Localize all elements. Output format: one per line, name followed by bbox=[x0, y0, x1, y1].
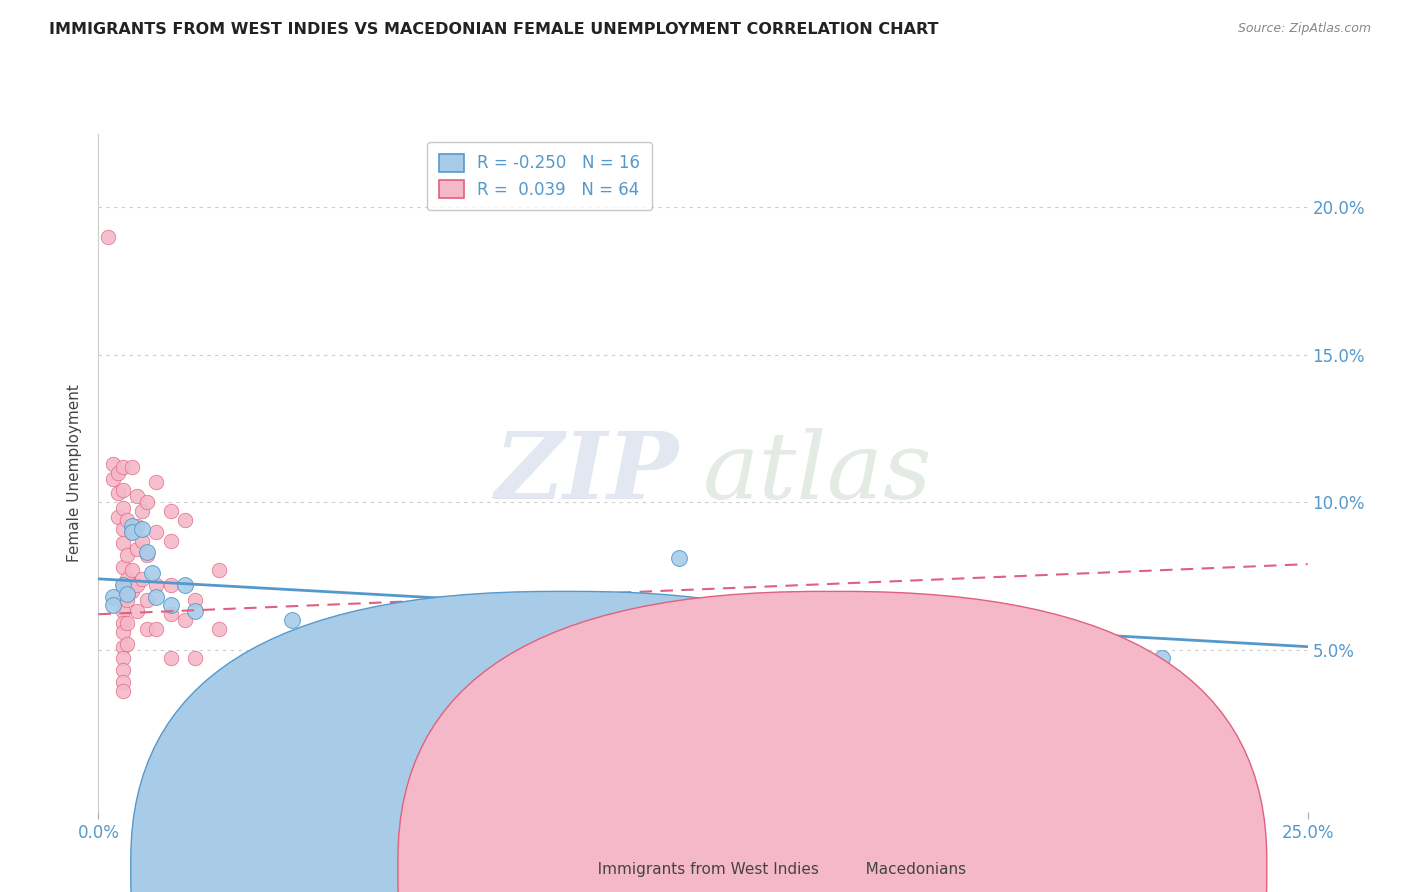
Point bbox=[101, 599, 124, 613]
Point bbox=[141, 566, 163, 580]
Point bbox=[174, 578, 197, 592]
Point bbox=[145, 578, 167, 592]
Point bbox=[101, 457, 124, 471]
Point bbox=[160, 533, 183, 548]
Point bbox=[111, 592, 134, 607]
Text: Source: ZipAtlas.com: Source: ZipAtlas.com bbox=[1237, 22, 1371, 36]
Point bbox=[145, 590, 167, 604]
Point bbox=[121, 524, 143, 539]
Point bbox=[174, 613, 197, 627]
Point bbox=[131, 572, 153, 586]
Point bbox=[111, 604, 134, 618]
Point bbox=[127, 518, 149, 533]
Text: ZIP: ZIP bbox=[495, 428, 679, 517]
Point bbox=[111, 578, 134, 592]
Point bbox=[127, 604, 149, 618]
Point bbox=[184, 651, 207, 665]
Legend: R = -0.250   N = 16, R =  0.039   N = 64: R = -0.250 N = 16, R = 0.039 N = 64 bbox=[427, 142, 652, 211]
Point bbox=[184, 604, 207, 618]
Text: Macedonians: Macedonians bbox=[851, 863, 966, 877]
Point bbox=[127, 578, 149, 592]
Text: IMMIGRANTS FROM WEST INDIES VS MACEDONIAN FEMALE UNEMPLOYMENT CORRELATION CHART: IMMIGRANTS FROM WEST INDIES VS MACEDONIA… bbox=[49, 22, 939, 37]
Point bbox=[135, 495, 157, 509]
Point bbox=[668, 707, 690, 722]
Point bbox=[97, 230, 120, 244]
Point bbox=[131, 504, 153, 518]
Point bbox=[117, 616, 139, 631]
Point bbox=[160, 607, 183, 622]
Point bbox=[121, 459, 143, 474]
Point bbox=[111, 483, 134, 498]
Point bbox=[256, 642, 278, 657]
Point bbox=[232, 666, 254, 681]
Point bbox=[668, 551, 690, 566]
Point bbox=[281, 631, 304, 645]
Point bbox=[111, 578, 134, 592]
Point bbox=[145, 524, 167, 539]
Point bbox=[135, 545, 157, 559]
Point bbox=[135, 622, 157, 636]
Point bbox=[111, 560, 134, 574]
Point bbox=[208, 622, 231, 636]
Point bbox=[111, 616, 134, 631]
Point bbox=[101, 472, 124, 486]
Point bbox=[135, 549, 157, 563]
Point bbox=[160, 504, 183, 518]
Point bbox=[121, 524, 143, 539]
Point bbox=[1152, 651, 1174, 665]
Point bbox=[111, 501, 134, 516]
Point bbox=[121, 518, 143, 533]
Point bbox=[107, 510, 129, 524]
Point bbox=[111, 522, 134, 536]
Point bbox=[127, 542, 149, 557]
Point bbox=[184, 592, 207, 607]
Point bbox=[117, 637, 139, 651]
Point bbox=[111, 675, 134, 690]
Point bbox=[160, 599, 183, 613]
Point bbox=[117, 572, 139, 586]
Point bbox=[353, 696, 375, 710]
Point bbox=[111, 684, 134, 698]
Point bbox=[174, 513, 197, 527]
Point bbox=[117, 592, 139, 607]
Point bbox=[107, 466, 129, 480]
Point bbox=[135, 592, 157, 607]
Point bbox=[131, 533, 153, 548]
Point bbox=[111, 640, 134, 654]
Point bbox=[111, 624, 134, 639]
Point bbox=[111, 536, 134, 550]
Point bbox=[111, 459, 134, 474]
Point bbox=[160, 651, 183, 665]
Point bbox=[117, 513, 139, 527]
Point bbox=[117, 586, 139, 600]
Text: Immigrants from West Indies: Immigrants from West Indies bbox=[583, 863, 820, 877]
Text: atlas: atlas bbox=[703, 428, 932, 517]
Point bbox=[145, 475, 167, 489]
Point bbox=[160, 578, 183, 592]
Y-axis label: Female Unemployment: Female Unemployment bbox=[67, 384, 83, 562]
Point bbox=[121, 583, 143, 598]
Point bbox=[101, 590, 124, 604]
Point bbox=[111, 651, 134, 665]
Point bbox=[208, 563, 231, 577]
Point bbox=[131, 522, 153, 536]
Point bbox=[111, 663, 134, 677]
Point bbox=[121, 563, 143, 577]
Point bbox=[117, 549, 139, 563]
Point bbox=[107, 486, 129, 500]
Point bbox=[145, 622, 167, 636]
Point bbox=[127, 489, 149, 503]
Point bbox=[281, 613, 304, 627]
